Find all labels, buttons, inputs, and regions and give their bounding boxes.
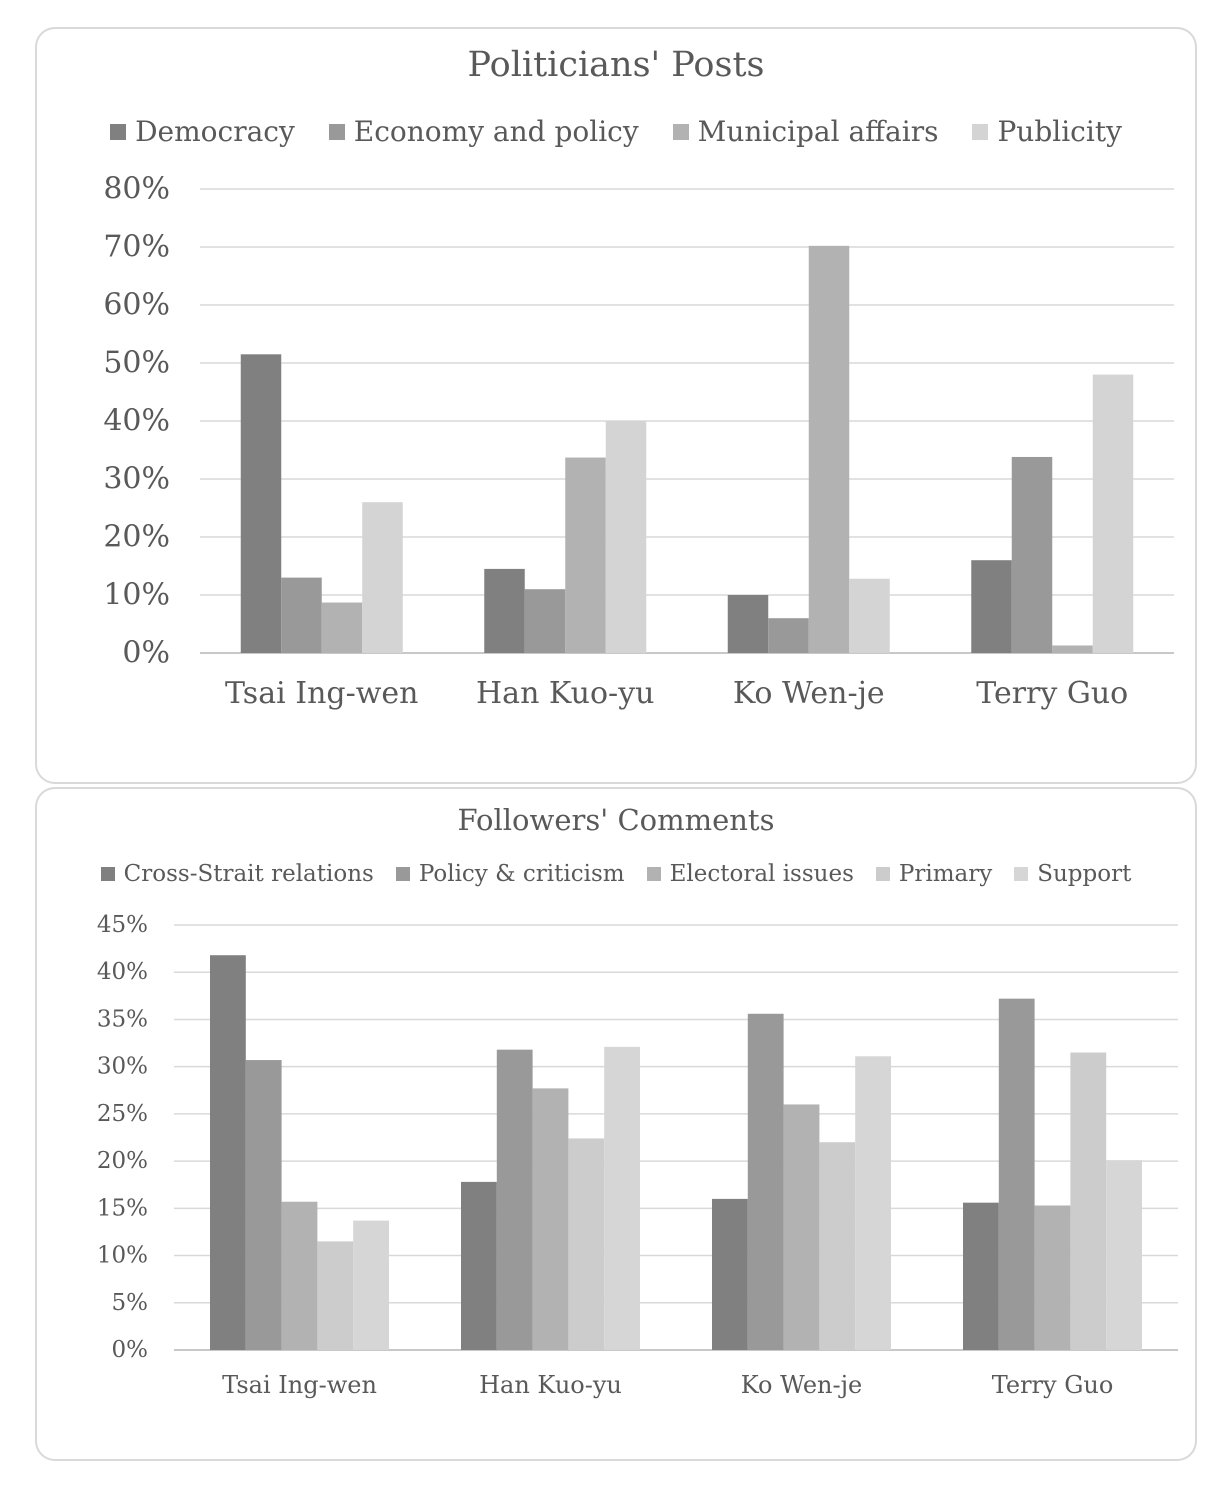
y-tick-label: 45% [97, 912, 148, 938]
x-category-label: Tsai Ing-wen [222, 1371, 377, 1399]
bar [971, 560, 1012, 653]
bar [317, 1241, 354, 1350]
y-tick-label: 0% [112, 1337, 149, 1363]
bar [484, 568, 525, 653]
legend-label: Cross-Strait relations [123, 861, 374, 887]
y-tick-label: 20% [103, 520, 170, 555]
bar [783, 1104, 820, 1350]
bar [565, 457, 606, 653]
legend-label: Electoral issues [669, 861, 854, 887]
bar [353, 1220, 389, 1350]
y-tick-label: 30% [103, 462, 170, 497]
x-category-label: Han Kuo-yu [479, 1371, 622, 1399]
bar [1034, 1205, 1071, 1350]
legend-label: Publicity [997, 115, 1122, 148]
y-tick-label: 25% [97, 1101, 148, 1127]
y-tick-label: 80% [103, 172, 170, 207]
legend-label: Primary [898, 861, 993, 887]
x-category-label: Han Kuo-yu [476, 676, 654, 711]
legend-label: Support [1037, 861, 1132, 887]
legend-item: Policy & criticism [395, 861, 625, 887]
y-tick-label: 10% [97, 1243, 148, 1269]
y-tick-label: 5% [112, 1290, 149, 1316]
y-tick-label: 70% [103, 230, 170, 265]
y-tick-label: 40% [103, 404, 170, 439]
bar [532, 1088, 569, 1350]
comments-chart-panel: Followers' Comments Cross-Strait relatio… [35, 787, 1197, 1461]
bar [461, 1181, 497, 1350]
y-tick-label: 40% [97, 959, 148, 985]
x-category-label: Terry Guo [992, 1371, 1114, 1399]
y-tick-label: 10% [103, 578, 170, 613]
legend-label: Policy & criticism [418, 861, 625, 887]
legend-label: Municipal affairs [697, 115, 939, 148]
bar [568, 1138, 605, 1350]
bar [605, 421, 647, 653]
bar [1092, 374, 1134, 653]
legend-label: Economy and policy [353, 115, 639, 148]
bar [362, 502, 403, 653]
y-tick-label: 30% [97, 1054, 148, 1080]
chart-legend: Cross-Strait relations Policy & criticism… [37, 861, 1195, 887]
legend-item: Primary [875, 861, 993, 887]
legend-swatch [110, 123, 127, 140]
legend-swatch [672, 123, 689, 140]
legend-label: Democracy [135, 115, 295, 148]
bar [727, 595, 769, 653]
bar [1070, 1052, 1107, 1350]
y-tick-label: 0% [122, 636, 170, 671]
x-category-label: Tsai Ing-wen [225, 676, 419, 711]
bar [1052, 645, 1093, 653]
legend-item: Economy and policy [328, 115, 639, 148]
bar [819, 1142, 856, 1350]
bar-chart-plot: 0% 5% 10% 15% 20% 25% 30% 35% 40% 45% Tsai Ing-wen… [97, 912, 1178, 1399]
y-tick-label: 20% [97, 1148, 148, 1174]
legend-item: Support [1014, 861, 1131, 887]
bar [281, 1201, 318, 1350]
y-tick-label: 60% [103, 288, 170, 323]
bar [768, 618, 809, 653]
bar [1011, 456, 1053, 653]
bar [496, 1049, 533, 1350]
bar [281, 577, 322, 653]
legend-swatch [972, 123, 989, 140]
chart-title: Followers' Comments [457, 803, 775, 837]
posts-chart-panel: Politicians' Posts Democracy Economy and … [35, 27, 1197, 784]
legend-swatch [875, 867, 890, 881]
legend-swatch [328, 123, 345, 140]
x-category-label: Ko Wen-je [741, 1371, 863, 1399]
bar [604, 1046, 640, 1350]
legend-item: Democracy [110, 115, 295, 148]
y-tick-label: 50% [103, 346, 170, 381]
legend-swatch [646, 867, 661, 881]
legend-item: Cross-Strait relations [100, 861, 374, 887]
bar [747, 1013, 784, 1350]
bar [998, 998, 1035, 1350]
bar [712, 1198, 748, 1350]
bar [245, 1060, 282, 1350]
bar [210, 955, 246, 1350]
y-tick-label: 35% [97, 1006, 148, 1032]
y-tick-label: 15% [97, 1195, 148, 1221]
bar [849, 578, 890, 653]
legend-swatch [1014, 867, 1029, 881]
legend-swatch [395, 867, 410, 881]
bar [963, 1202, 999, 1350]
bar-chart-plot: 0% 10% 20% 30% 40% 50% 60% 70% 80% Tsai Ing-wen Ha… [103, 172, 1174, 711]
bar [1106, 1160, 1142, 1350]
chart-title: Politicians' Posts [467, 45, 765, 85]
x-category-label: Terry Guo [976, 676, 1128, 711]
legend-item: Electoral issues [646, 861, 854, 887]
bar [855, 1056, 891, 1350]
bar [808, 245, 850, 653]
legend-swatch [100, 867, 115, 881]
bar [240, 354, 282, 653]
bar [321, 602, 363, 653]
chart-legend: Democracy Economy and policy Municipal aff… [37, 115, 1195, 148]
x-category-label: Ko Wen-je [733, 676, 885, 711]
legend-item: Publicity [972, 115, 1122, 148]
bar [524, 589, 566, 653]
legend-item: Municipal affairs [672, 115, 939, 148]
